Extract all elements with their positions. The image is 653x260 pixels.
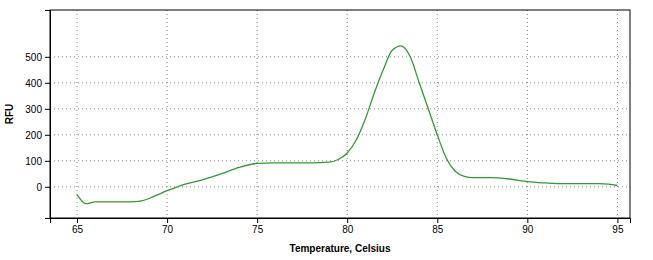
chart: 65 70 75 80 85 90 95 0 100 200 300 400 500 Temperatur… [0, 0, 653, 260]
plot-frame [50, 10, 630, 218]
y-grid-line [50, 186, 630, 187]
y-tick: 500 [25, 52, 50, 63]
y-grid-line [50, 82, 630, 83]
x-tick-label: 70 [162, 224, 174, 235]
y-tick: 0 [36, 182, 50, 193]
x-tick-mark [527, 218, 528, 223]
y-tick: 300 [25, 104, 50, 115]
x-tick-label: 80 [342, 224, 354, 235]
x-tick: 75 [252, 218, 264, 235]
y-tick-mark [45, 161, 50, 162]
y-tick-mark [45, 109, 50, 110]
y-tick: 100 [25, 156, 50, 167]
grid [50, 10, 630, 218]
x-tick-mark [347, 218, 348, 223]
y-axis: 0 100 200 300 400 500 [25, 11, 50, 219]
y-tick: 200 [25, 130, 50, 141]
x-tick-label: 90 [522, 224, 534, 235]
x-axis: 65 70 75 80 85 90 95 [51, 218, 631, 235]
y-tick-label: 0 [36, 182, 42, 193]
y-tick-mark [45, 57, 50, 58]
melt-curve [77, 46, 617, 204]
y-tick-label: 300 [25, 104, 42, 115]
x-tick: 80 [342, 218, 354, 235]
x-tick-mark [257, 218, 258, 223]
x-tick: 95 [612, 218, 624, 235]
y-grid-line [50, 56, 630, 57]
x-tick: 90 [522, 218, 534, 235]
y-grid-line [50, 108, 630, 109]
x-tick-mark [617, 218, 618, 223]
y-tick-label: 500 [25, 52, 42, 63]
x-tick: 65 [72, 218, 84, 235]
x-tick-mark [167, 218, 168, 223]
y-tick-label: 200 [25, 130, 42, 141]
x-tick: 70 [162, 218, 174, 235]
x-tick: 85 [432, 218, 444, 235]
x-tick-label: 65 [72, 224, 84, 235]
y-axis-title: RFU [4, 104, 15, 125]
x-tick-mark [77, 218, 78, 223]
y-tick-mark [45, 83, 50, 84]
x-axis-title: Temperature, Celsius [290, 243, 391, 254]
x-tick-mark [437, 218, 438, 223]
y-tick: 400 [25, 78, 50, 89]
x-grid-line [257, 10, 258, 218]
y-tick-mark [45, 135, 50, 136]
x-grid-line [437, 10, 438, 218]
x-tick-label: 95 [612, 224, 624, 235]
x-grid-line [617, 10, 618, 218]
x-tick-label: 75 [252, 224, 264, 235]
plot-area: 65 70 75 80 85 90 95 0 100 200 300 400 500 [25, 10, 630, 235]
x-tick-label: 85 [432, 224, 444, 235]
x-axis-line [51, 219, 631, 224]
y-grid-line [50, 160, 630, 161]
y-axis-line [45, 11, 51, 219]
y-tick-mark [45, 187, 50, 188]
x-grid-line [77, 10, 78, 218]
marks [77, 46, 617, 204]
y-tick-label: 100 [25, 156, 42, 167]
y-tick-label: 400 [25, 78, 42, 89]
y-grid-line [50, 134, 630, 135]
